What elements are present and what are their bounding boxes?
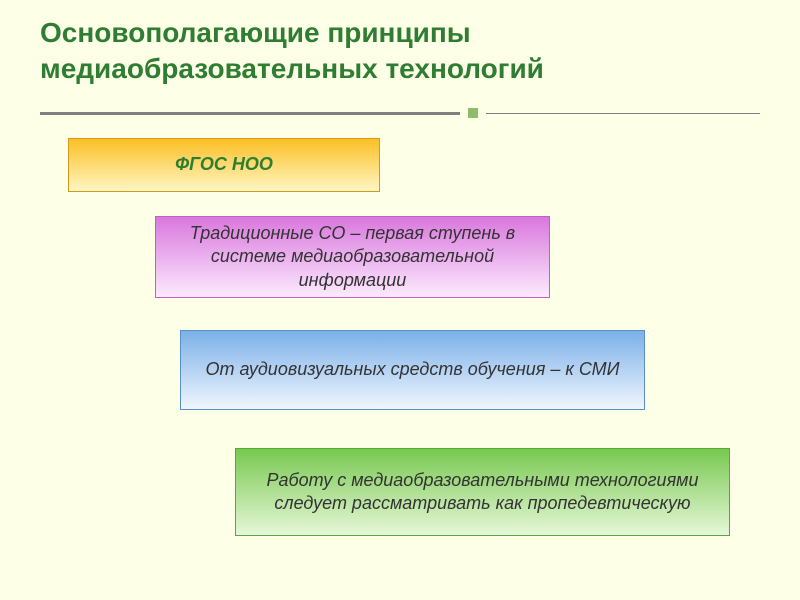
divider (40, 108, 760, 118)
box-1-text: ФГОС НОО (175, 153, 273, 176)
box-3-text: От аудиовизуальных средств обучения – к … (205, 358, 619, 381)
divider-line-thick (40, 112, 460, 115)
principle-box-4: Работу с медиаобразовательными технологи… (235, 448, 730, 536)
principle-box-2: Традиционные СО – первая ступень в систе… (155, 216, 550, 298)
principle-box-3: От аудиовизуальных средств обучения – к … (180, 330, 645, 410)
divider-square (468, 108, 478, 118)
principle-box-1: ФГОС НОО (68, 138, 380, 192)
box-2-text: Традиционные СО – первая ступень в систе… (166, 222, 539, 292)
slide-title: Основополагающие принципы медиаобразоват… (40, 15, 800, 88)
box-4-text: Работу с медиаобразовательными технологи… (246, 469, 719, 516)
divider-line-thin (486, 113, 760, 114)
